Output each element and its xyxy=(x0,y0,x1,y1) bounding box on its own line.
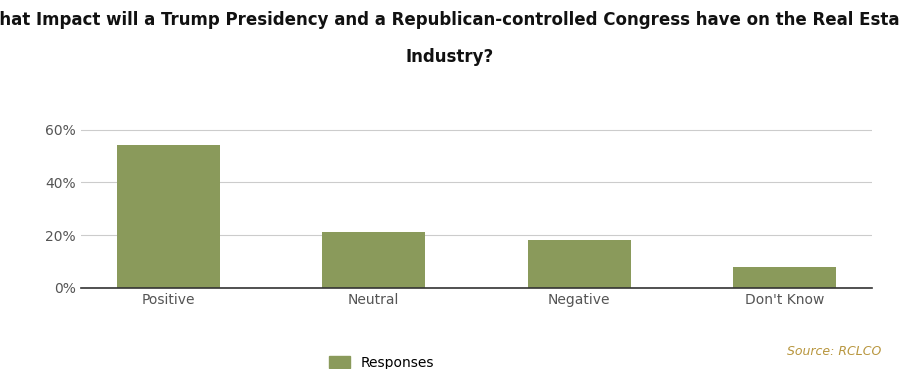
Text: Industry?: Industry? xyxy=(405,48,494,66)
Text: Source: RCLCO: Source: RCLCO xyxy=(787,345,881,358)
Text: What Impact will a Trump Presidency and a Republican-controlled Congress have on: What Impact will a Trump Presidency and … xyxy=(0,11,899,29)
Legend: Responses: Responses xyxy=(324,350,440,369)
Bar xyxy=(117,145,219,288)
Bar xyxy=(528,240,630,288)
Bar xyxy=(323,232,425,288)
Bar xyxy=(734,267,836,288)
